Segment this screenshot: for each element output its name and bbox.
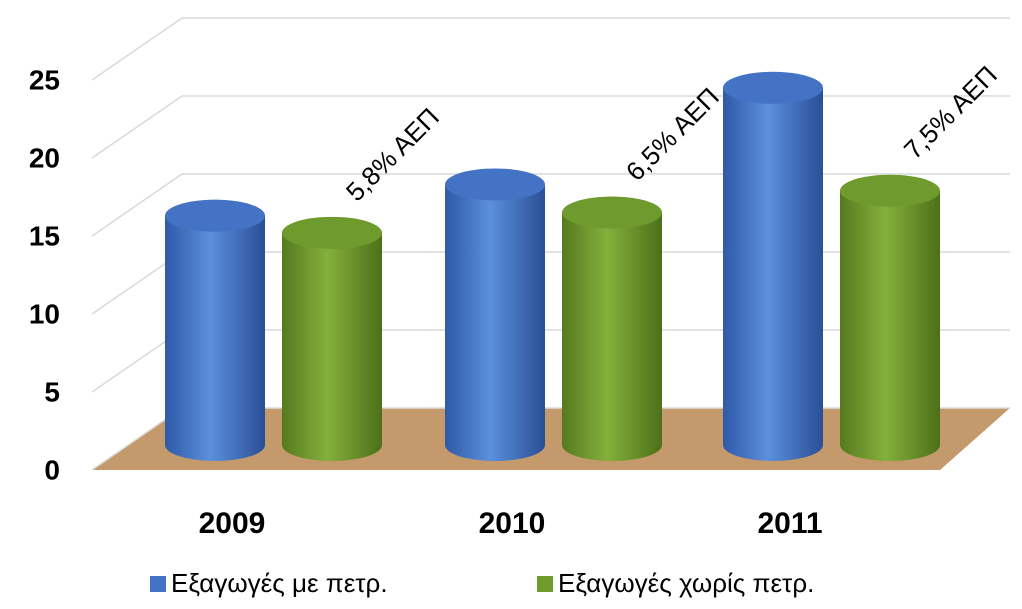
bar bbox=[165, 199, 265, 461]
bar bbox=[445, 168, 545, 462]
y-tick-label: 15 bbox=[29, 220, 60, 251]
annotation: 7,5% ΑΕΠ bbox=[898, 60, 1003, 165]
annotation: 5,8% ΑΕΠ bbox=[340, 102, 445, 207]
x-tick-label: 2009 bbox=[199, 507, 266, 540]
bar bbox=[562, 196, 662, 461]
x-tick-label: 2011 bbox=[757, 507, 822, 540]
grid-line bbox=[91, 95, 1010, 159]
y-tick-label: 20 bbox=[29, 142, 60, 173]
legend-swatch bbox=[150, 576, 166, 592]
y-tick-label: 5 bbox=[44, 376, 60, 407]
y-tick-label: 25 bbox=[29, 64, 60, 95]
annotation: 6,5% ΑΕΠ bbox=[620, 82, 725, 187]
legend-label: Εξαγωγές με πετρ. bbox=[171, 568, 388, 598]
legend-swatch bbox=[537, 576, 553, 592]
bar bbox=[840, 174, 940, 461]
y-tick-label: 10 bbox=[29, 298, 60, 329]
x-tick-label: 2010 bbox=[479, 507, 546, 540]
legend-label: Εξαγωγές χωρίς πετρ. bbox=[558, 568, 814, 598]
bar bbox=[282, 216, 382, 461]
grid-line bbox=[91, 17, 1010, 81]
y-tick-label: 0 bbox=[44, 454, 60, 485]
bar bbox=[723, 71, 823, 461]
